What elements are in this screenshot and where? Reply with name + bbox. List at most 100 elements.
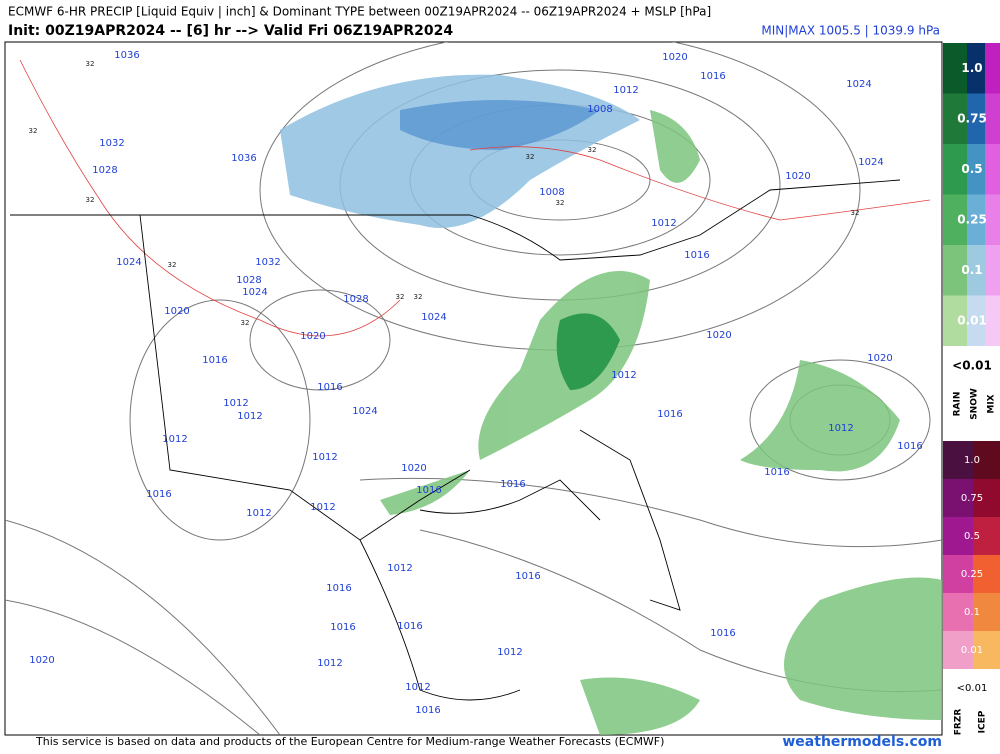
isobar-label: 1012 [223,398,248,409]
isobar-label: 1036 [231,153,256,164]
legend-swatch [943,441,973,479]
legend-below: <0.01 [952,359,992,373]
legend-swatch [967,144,985,195]
isobar-label: 1016 [710,628,735,639]
isobar-label: 1020 [401,463,426,474]
legend-swatch [973,631,1000,669]
legend-level: 0.25 [957,212,987,226]
legend-gap [943,346,1000,440]
legend-level: 0.75 [957,111,987,125]
isobar-label: 1024 [242,287,267,298]
legend-swatch [985,295,1000,346]
legend-column: ICEP [978,710,988,733]
legend-swatch [985,194,1000,245]
isobar-label: 1016 [764,467,789,478]
legend-swatch [943,295,967,346]
isobar-label: 1032 [99,138,124,149]
legend-below: <0.01 [957,683,988,694]
isobar-label: 1016 [397,621,422,632]
isobar-label: 1020 [662,52,687,63]
isobar-label: 1012 [405,682,430,693]
isobar-label: 1016 [684,250,709,261]
isobar-label: 1012 [497,647,522,658]
isobar-label: 1012 [387,563,412,574]
legend-level: 0.25 [961,569,983,580]
isobar-label: 1020 [785,171,810,182]
legend-swatch [943,43,967,94]
legend-swatch [967,93,985,144]
legend-swatch [985,245,1000,296]
isobar-label: 1028 [236,275,261,286]
freezing-label: 32 [526,153,535,161]
freezing-label: 32 [414,293,423,301]
isobar-label: 1028 [343,294,368,305]
isobar-label: 1024 [116,257,141,268]
legend-swatch [985,144,1000,195]
legend-swatch [943,194,967,245]
isobar-label: 1016 [415,705,440,716]
legend-swatch [943,517,973,555]
isobar-label: 1024 [846,79,871,90]
isobar-label: 1016 [657,409,682,420]
isobar-label: 1012 [162,434,187,445]
isobar-label: 1024 [421,312,446,323]
legend-swatch [973,593,1000,631]
legend-swatch [973,441,1000,479]
isobar-label: 1012 [237,411,262,422]
isobar-label: 1012 [246,508,271,519]
isobar-label: 1012 [317,658,342,669]
isobar-label: 1036 [114,50,139,61]
isobar-label: 1024 [858,157,883,168]
freezing-label: 32 [86,196,95,204]
legend-swatch [943,144,967,195]
isobar-label: 1016 [146,489,171,500]
rain-heavy [556,313,620,390]
freezing-label: 32 [29,127,38,135]
legend-gap [943,668,1000,750]
isobar-label: 1020 [867,353,892,364]
legend-column: SNOW [970,388,980,420]
legend-swatch [973,479,1000,517]
isobar-label: 1016 [326,583,351,594]
isobar-label: 1020 [29,655,54,666]
legend-swatch [985,43,1000,94]
borders [10,179,901,701]
legend-swatch [943,479,973,517]
isobar-label: 1012 [611,370,636,381]
legend-swatch [943,245,967,296]
legend-level: 1.0 [964,455,980,466]
site-link[interactable]: weathermodels.com [782,734,942,750]
isobar-label: 1016 [700,71,725,82]
isobar-label: 1032 [255,257,280,268]
subtitle: Init: 00Z19APR2024 -- [6] hr --> Valid F… [8,23,453,39]
legend-column: FRZR [954,709,964,736]
legend-swatch [943,593,973,631]
isobar-label: 1008 [539,187,564,198]
snow-heavy [400,100,600,150]
freezing-line [19,59,931,337]
legend-level: 0.75 [961,493,983,504]
isobar-label: 1016 [416,485,441,496]
legend-column: RAIN [953,392,963,417]
credit: This service is based on data and produc… [35,735,664,748]
freezing-label: 32 [851,209,860,217]
isobar-label: 1016 [330,622,355,633]
legend-swatch [967,194,985,245]
legend-swatch [967,295,985,346]
legend-level: 0.01 [961,645,983,656]
freezing-label: 32 [168,261,177,269]
freezing-label: 32 [556,199,565,207]
isobar-label: 1012 [310,502,335,513]
isobar-label: 1028 [92,165,117,176]
isobar-label: 1008 [587,104,612,115]
legend-swatch [943,631,973,669]
isobar-label: 1020 [300,331,325,342]
legend-level: 1.0 [961,61,982,75]
isobar-label: 1016 [202,355,227,366]
legend-level: 0.01 [957,313,987,327]
isobar-label: 1012 [312,452,337,463]
freezing-label: 32 [86,60,95,68]
legend-swatch [967,245,985,296]
